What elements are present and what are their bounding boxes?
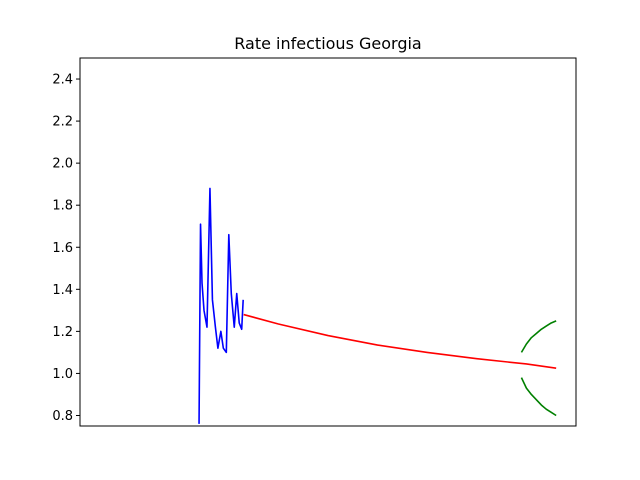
- y-tick-label: 0.8: [52, 409, 73, 424]
- series-layer: [198, 187, 557, 424]
- y-tick-label: 1.0: [52, 367, 73, 382]
- y-tick-label: 1.4: [52, 283, 73, 298]
- y-axis: 0.8 1.0 1.2 1.4 1.6 1.8 2.0 2.2 2.4: [52, 73, 80, 424]
- y-tick-label: 1.6: [52, 241, 73, 256]
- plot-area: 0.8 1.0 1.2 1.4 1.6 1.8 2.0 2.2 2.4: [52, 57, 577, 427]
- y-tick-label: 1.2: [52, 325, 73, 340]
- series-line-2: [243, 313, 557, 369]
- axes-frame: [79, 57, 577, 427]
- y-tick-label: 2.2: [52, 115, 73, 130]
- chart-title: Rate infectious Georgia: [234, 34, 421, 53]
- y-tick-label: 1.8: [52, 199, 73, 214]
- series-line-3: [520, 320, 557, 353]
- y-tick-label: 2.0: [52, 157, 73, 172]
- series-line-1: [198, 187, 244, 424]
- series-line-4: [520, 377, 557, 417]
- y-tick-label: 2.4: [52, 73, 73, 88]
